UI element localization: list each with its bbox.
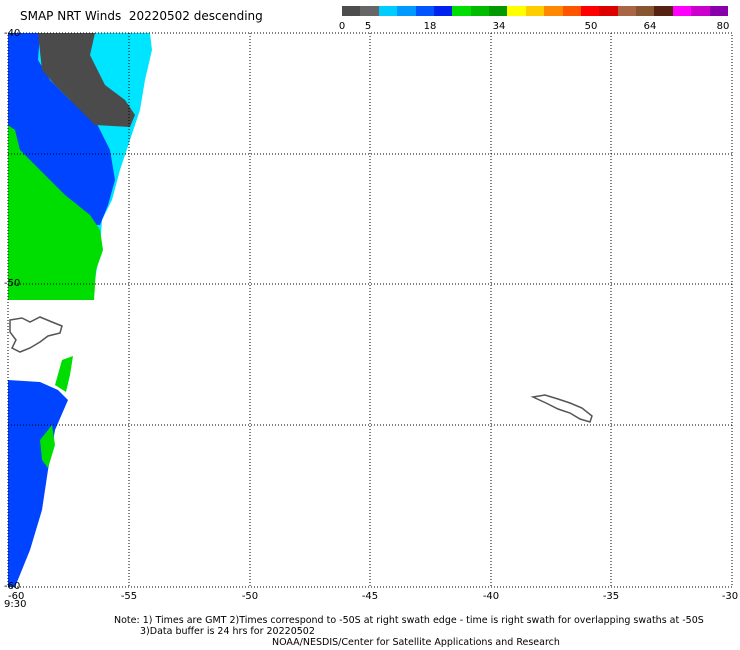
swath-green-upper <box>8 125 103 300</box>
x-tick-label: -35 <box>603 591 619 602</box>
colorbar-segment <box>489 6 508 16</box>
south-georgia-outline <box>530 394 593 423</box>
y-tick-label: -40 <box>4 28 20 39</box>
colorbar-label: 18 <box>423 21 437 32</box>
x-axis-labels: -60 -55 -50 -45 -40 -35 -30 <box>8 591 738 602</box>
wind-swath <box>8 33 152 587</box>
colorbar-segment <box>709 6 728 16</box>
colorbar-segment <box>507 6 526 16</box>
colorbar-segment <box>599 6 618 16</box>
colorbar-label: 34 <box>492 21 506 32</box>
colorbar-label: 5 <box>364 21 372 32</box>
note-line-1: Note: 1) Times are GMT 2)Times correspon… <box>114 615 704 626</box>
colorbar-segment <box>617 6 636 16</box>
colorbar-segment <box>525 6 545 16</box>
swath-blue-lower <box>8 380 68 587</box>
grid-lines <box>8 33 732 587</box>
swath-green-lower <box>55 356 73 392</box>
colorbar-label: 64 <box>643 21 657 32</box>
colorbar-segment <box>378 6 398 16</box>
note-line-3: NOAA/NESDIS/Center for Satellite Applica… <box>272 637 560 648</box>
colorbar-segment <box>433 6 453 16</box>
time-label: 9:30 <box>4 599 26 610</box>
x-tick-label: -45 <box>362 591 378 602</box>
x-tick-label: -40 <box>483 591 499 602</box>
falkland-islands-outline <box>9 316 63 353</box>
note-line-2: 3)Data buffer is 24 hrs for 20220502 <box>140 626 315 637</box>
colorbar-label: 0 <box>338 21 346 32</box>
colorbar-segment <box>397 6 416 16</box>
colorbar-segment <box>342 6 361 16</box>
map-title: SMAP NRT Winds 20220502 descending <box>20 9 263 23</box>
swath-green-lower-2 <box>40 425 55 468</box>
x-tick-label: -50 <box>242 591 258 602</box>
colorbar-segment <box>654 6 673 16</box>
x-tick-label: -55 <box>121 591 137 602</box>
colorbar-segment <box>544 6 563 16</box>
wind-speed-colorbar <box>342 6 728 16</box>
x-tick-label: -60 <box>8 591 24 602</box>
y-tick-label: -50 <box>4 278 20 289</box>
colorbar-segment <box>452 6 471 16</box>
colorbar-label: 80 <box>716 21 730 32</box>
colorbar-segment <box>562 6 581 16</box>
colorbar-segment <box>636 6 655 16</box>
colorbar-label: 50 <box>584 21 598 32</box>
y-axis-labels: -40 -50 -60 <box>4 28 20 592</box>
colorbar-segment <box>691 6 710 16</box>
colorbar-segment <box>360 6 379 16</box>
colorbar-segment <box>415 6 434 16</box>
swath-calm <box>38 33 135 127</box>
colorbar-segment <box>470 6 489 16</box>
colorbar-segment <box>672 6 692 16</box>
x-tick-label: -30 <box>722 591 738 602</box>
colorbar-segment <box>580 6 600 16</box>
y-tick-label: -60 <box>4 581 20 592</box>
